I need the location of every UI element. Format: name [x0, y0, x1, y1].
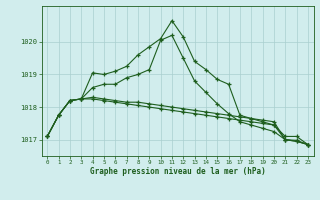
X-axis label: Graphe pression niveau de la mer (hPa): Graphe pression niveau de la mer (hPa): [90, 167, 266, 176]
